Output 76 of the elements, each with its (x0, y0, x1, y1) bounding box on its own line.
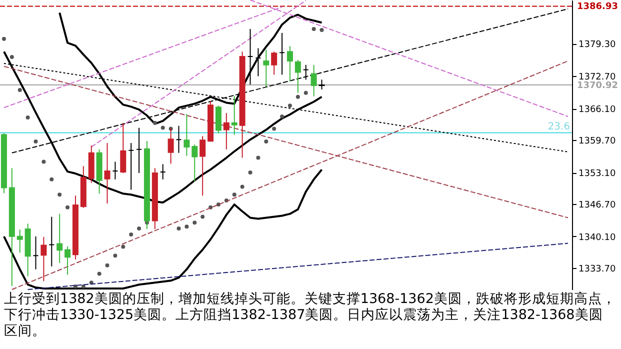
ref-line-label: 1370.92 (577, 80, 618, 91)
text: 上行受到1382美圆的压制，增加短线掉头可能。关键支撑1368-1362美圆，跌破将形成短期高点，下行冲击1330-1325美圆。上方阻挡1382-1387美圆。日内应以震荡为主，关注1382-1368美圆区间。 (4, 291, 616, 339)
point (264, 140, 268, 144)
point (18, 88, 22, 92)
point (97, 272, 102, 276)
point (200, 214, 205, 219)
point (34, 140, 38, 144)
point (58, 192, 62, 197)
point (10, 55, 14, 60)
candlestick (231, 96, 238, 136)
candlestick (310, 64, 317, 97)
y-tick-label: 1353.10 (578, 169, 616, 180)
candlestick (223, 112, 230, 150)
y-tick-label: 1372.70 (578, 72, 616, 83)
ref-line-label: 1386.93 (577, 2, 618, 12)
annotation: 23.6 (548, 122, 570, 133)
y-tick-label: 1379.30 (578, 40, 616, 50)
candlestick (215, 105, 222, 134)
candlestick (318, 79, 325, 90)
candlestick (263, 49, 270, 88)
point (50, 177, 54, 182)
line-series (2, 168, 323, 290)
point (176, 226, 181, 231)
point (240, 184, 244, 189)
point (272, 126, 276, 131)
candlestick (112, 161, 118, 180)
candlestick (136, 127, 142, 174)
point (320, 28, 324, 32)
candlestick (302, 64, 309, 80)
y-tick-label: 1366.10 (578, 105, 616, 116)
candlestick (176, 125, 182, 154)
point (121, 244, 126, 249)
point (81, 284, 86, 289)
point (105, 263, 110, 268)
point (288, 104, 292, 108)
candlestick (104, 142, 110, 204)
y-tick-label: 1346.70 (578, 200, 616, 210)
y-tick-label: 1340.10 (578, 232, 616, 243)
point (296, 94, 300, 99)
point (2, 36, 6, 41)
point (248, 170, 252, 175)
candlestick (200, 136, 206, 196)
candlestick (271, 51, 278, 76)
candlestick (120, 122, 126, 174)
point (137, 226, 142, 231)
candlestick (32, 236, 39, 270)
candlestick (255, 48, 262, 77)
candlestick (184, 114, 190, 156)
candlestick (40, 236, 47, 282)
point (304, 90, 308, 95)
point (312, 27, 316, 31)
candlestick (64, 246, 71, 276)
candlestick (160, 164, 166, 180)
candlestick (48, 216, 55, 267)
point (160, 126, 165, 130)
y-tick-label: 1359.70 (578, 136, 616, 147)
point (129, 232, 134, 236)
point (26, 115, 30, 120)
candlestick (294, 59, 301, 94)
candlestick (192, 144, 198, 182)
candlestick (56, 213, 63, 264)
point (66, 205, 70, 210)
candlestick (279, 32, 286, 76)
point (256, 156, 260, 160)
y-tick-label: 1333.70 (578, 264, 616, 274)
point (232, 192, 236, 197)
point (184, 224, 189, 229)
point (113, 254, 118, 258)
candlestick (247, 28, 254, 86)
point (280, 114, 284, 118)
point (152, 120, 157, 125)
candlestick (286, 46, 293, 82)
candlestick (128, 142, 134, 190)
point (192, 220, 197, 225)
point (42, 160, 46, 164)
candlestick (16, 229, 23, 254)
